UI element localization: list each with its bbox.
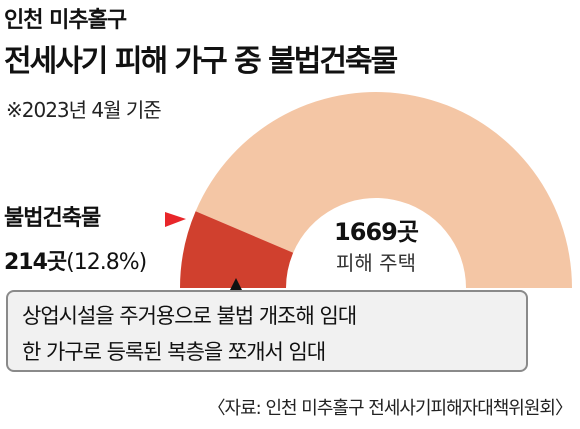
pointer-triangle-icon [165, 212, 186, 227]
chart-title: 전세사기 피해 가구 중 불법건축물 [4, 44, 398, 79]
slice-total-houses [195, 91, 572, 289]
pointer-up-triangle-icon [229, 278, 243, 292]
slice-illegal-buildings [180, 211, 294, 288]
callout-line-2: 한 가구로 등록된 복층을 쪼개서 임대 [22, 340, 326, 364]
illegal-percent: (12.8%) [66, 250, 147, 275]
chart-subtitle: 인천 미추홀구 [4, 8, 127, 33]
callout-box: 상업시설을 주거용으로 불법 개조해 임대 한 가구로 등록된 복층을 쪼개서 … [6, 290, 528, 372]
source-note: 〈자료: 인천 미추홀구 전세사기피해자대책위원회〉 [207, 398, 573, 419]
illegal-count: 214곳 [4, 250, 67, 275]
total-value-label: 1669곳 [334, 218, 419, 246]
date-note: ※2023년 4월 기준 [6, 98, 162, 122]
illegal-label-value: 214곳(12.8%) [4, 244, 147, 276]
total-name-label: 피해 주택 [336, 251, 416, 275]
illegal-label-name: 불법건축물 [4, 206, 101, 231]
callout-line-1: 상업시설을 주거용으로 불법 개조해 임대 [22, 304, 357, 328]
